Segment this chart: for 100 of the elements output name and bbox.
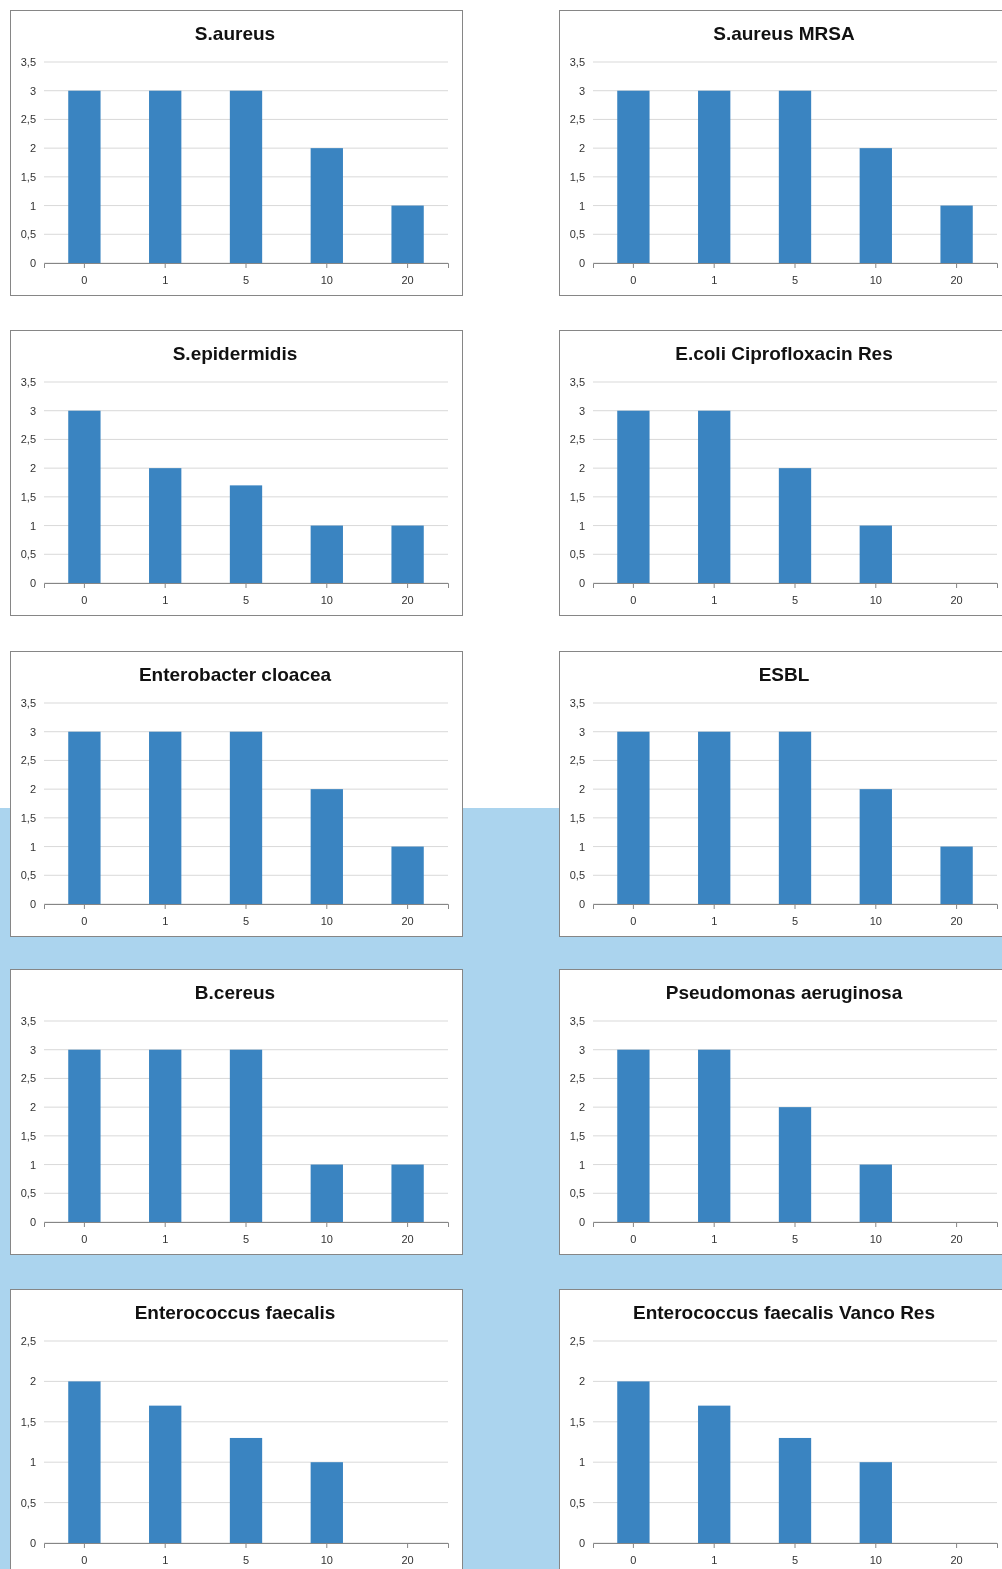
bar <box>778 90 812 263</box>
y-tick-label: 3,5 <box>569 56 585 69</box>
chart-title: Enterobacter cloacea <box>138 664 332 685</box>
bar <box>617 410 650 583</box>
x-tick-label: 10 <box>320 273 333 286</box>
x-tick-label: 5 <box>791 273 799 286</box>
x-tick-label: 10 <box>869 1232 882 1245</box>
bar <box>149 468 182 583</box>
y-tick-label: 2,5 <box>20 1072 36 1085</box>
bar <box>310 148 343 263</box>
y-tick-label: 0 <box>29 1216 36 1229</box>
bar <box>229 485 263 583</box>
chart-title: E.coli Ciprofloxacin Res <box>675 343 893 364</box>
bar <box>149 1405 182 1543</box>
bar <box>310 1462 343 1543</box>
x-tick-label: 1 <box>711 1553 718 1566</box>
chart-title: Pseudomonas aeruginosa <box>665 982 903 1003</box>
x-tick-label: 5 <box>242 914 250 927</box>
y-tick-label: 0 <box>29 1537 36 1550</box>
y-tick-label: 0,5 <box>569 548 585 561</box>
y-tick-label: 0,5 <box>20 548 36 561</box>
bar <box>310 789 343 904</box>
y-tick-label: 0,5 <box>569 1496 585 1509</box>
bar <box>617 1381 650 1543</box>
y-tick-label: 2 <box>29 1375 36 1388</box>
x-tick-label: 0 <box>630 1553 637 1566</box>
x-tick-label: 0 <box>81 273 88 286</box>
chart-title: ESBL <box>758 664 810 685</box>
x-tick-label: 5 <box>242 593 250 606</box>
x-tick-label: 20 <box>950 593 963 606</box>
y-tick-label: 0,5 <box>20 228 36 241</box>
x-tick-label: 1 <box>162 593 169 606</box>
chart-title: B.cereus <box>194 982 276 1003</box>
y-tick-label: 2,5 <box>20 1335 36 1348</box>
y-tick-label: 3,5 <box>20 376 36 389</box>
x-tick-label: 20 <box>950 273 963 286</box>
y-tick-label: 2,5 <box>569 754 585 767</box>
y-tick-label: 2,5 <box>20 754 36 767</box>
bar <box>698 1405 731 1543</box>
y-tick-label: 2 <box>29 783 36 796</box>
y-tick-label: 3,5 <box>569 697 585 710</box>
y-tick-label: 2,5 <box>569 1335 585 1348</box>
y-tick-label: 3 <box>29 404 36 417</box>
y-tick-label: 1,5 <box>20 1415 36 1428</box>
y-tick-label: 2 <box>29 462 36 475</box>
bar <box>149 90 182 263</box>
x-tick-label: 0 <box>630 1232 637 1245</box>
bar <box>149 731 182 904</box>
y-tick-label: 2 <box>29 142 36 155</box>
y-tick-label: 1,5 <box>569 1129 585 1142</box>
y-tick-label: 3 <box>578 84 585 97</box>
y-tick-label: 2,5 <box>569 433 585 446</box>
y-tick-label: 1 <box>578 519 585 532</box>
x-tick-label: 20 <box>950 1232 963 1245</box>
y-tick-label: 0,5 <box>569 228 585 241</box>
x-tick-label: 5 <box>242 273 250 286</box>
bar <box>940 205 973 263</box>
y-tick-label: 3 <box>29 84 36 97</box>
y-tick-label: 1 <box>29 199 36 212</box>
x-tick-label: 0 <box>630 914 637 927</box>
y-tick-label: 3,5 <box>569 376 585 389</box>
bar <box>391 205 424 263</box>
y-tick-label: 2 <box>29 1101 36 1114</box>
bar <box>859 1164 892 1222</box>
x-tick-label: 10 <box>869 593 882 606</box>
y-tick-label: 3 <box>29 725 36 738</box>
x-tick-label: 20 <box>401 273 414 286</box>
y-tick-label: 2 <box>578 462 585 475</box>
y-tick-label: 0 <box>29 257 36 270</box>
x-tick-label: 0 <box>81 593 88 606</box>
chart-title: Enterococcus faecalis Vanco Res <box>632 1302 936 1323</box>
y-tick-label: 0,5 <box>20 1496 36 1509</box>
bar <box>617 90 650 263</box>
y-tick-label: 3 <box>578 404 585 417</box>
y-tick-label: 2 <box>578 1101 585 1114</box>
y-tick-label: 1,5 <box>569 1415 585 1428</box>
y-tick-label: 0,5 <box>20 1187 36 1200</box>
y-tick-label: 0,5 <box>569 1187 585 1200</box>
bar <box>859 1462 892 1543</box>
bar <box>698 1049 731 1222</box>
bar <box>310 525 343 583</box>
bar <box>229 731 263 904</box>
x-tick-label: 10 <box>320 1232 333 1245</box>
x-tick-label: 5 <box>791 1232 799 1245</box>
bar <box>698 410 731 583</box>
chart-title: S.aureus <box>194 23 276 44</box>
bar <box>859 789 892 904</box>
x-tick-label: 1 <box>711 273 718 286</box>
x-tick-label: 10 <box>869 273 882 286</box>
x-tick-label: 10 <box>320 1553 333 1566</box>
x-tick-label: 1 <box>711 914 718 927</box>
x-tick-label: 1 <box>162 914 169 927</box>
bar <box>68 410 101 583</box>
x-tick-label: 0 <box>630 273 637 286</box>
bar <box>68 1381 101 1543</box>
bar <box>68 90 101 263</box>
y-tick-label: 2,5 <box>569 113 585 126</box>
y-tick-label: 1,5 <box>20 1129 36 1142</box>
y-tick-label: 1 <box>29 1456 36 1469</box>
y-tick-label: 1 <box>29 1158 36 1171</box>
